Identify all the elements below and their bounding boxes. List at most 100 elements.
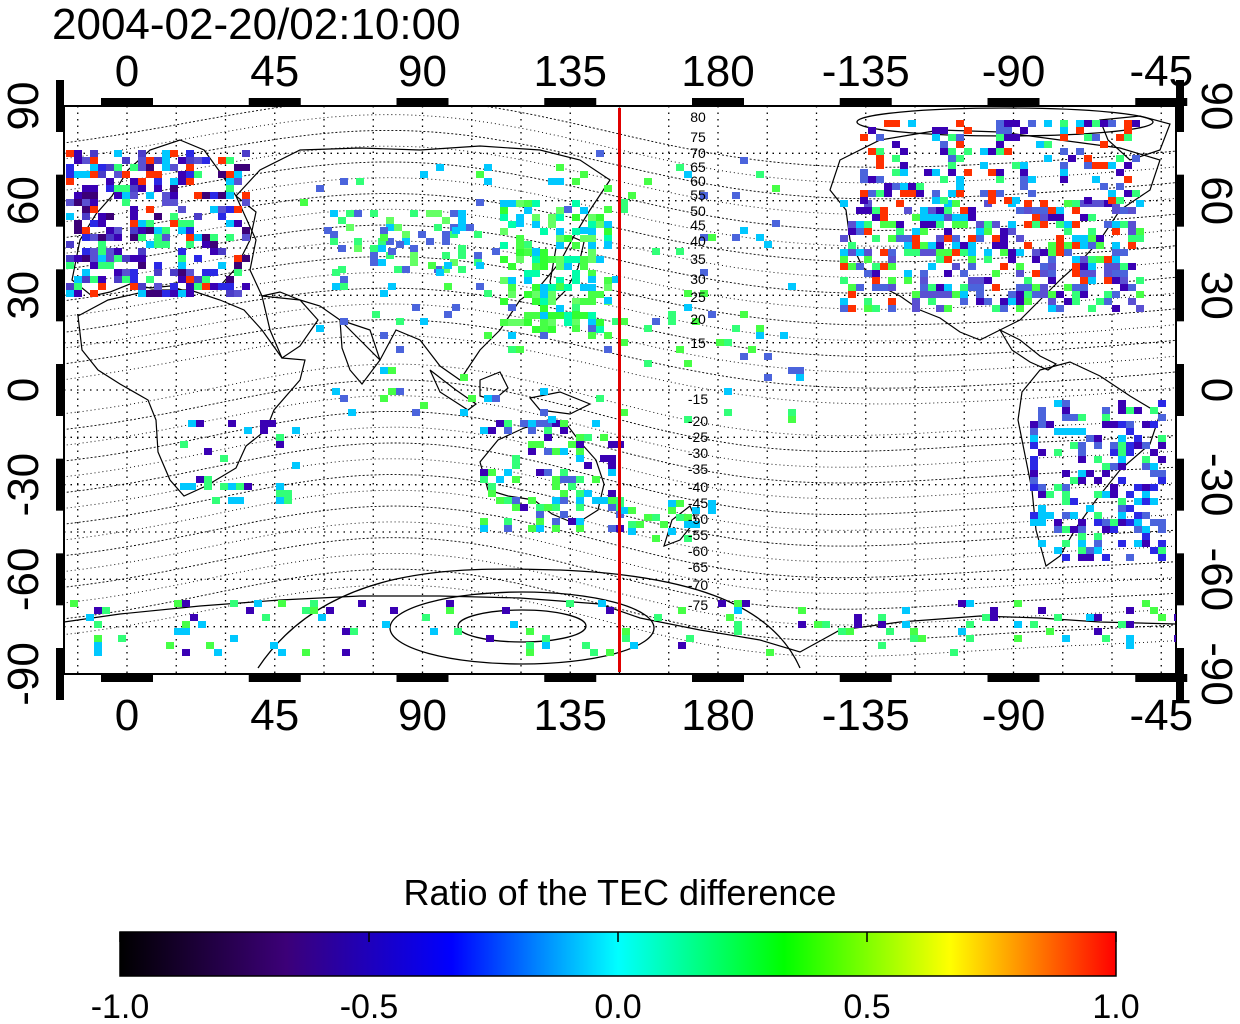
tec-cell (876, 176, 884, 183)
tec-cell (996, 120, 1004, 127)
tec-cell (106, 164, 114, 171)
tec-cell (968, 277, 976, 284)
tec-cell (960, 207, 968, 214)
tec-cell (560, 497, 568, 504)
tec-cell (1062, 400, 1070, 407)
south-pole-inner-oval (457, 609, 587, 643)
tec-cell (90, 290, 98, 297)
tec-cell (920, 221, 928, 228)
tec-cell (1054, 484, 1062, 491)
tec-cell (326, 607, 334, 614)
tec-cell (1136, 200, 1144, 207)
tec-cell (1134, 512, 1142, 519)
tec-cell (202, 157, 210, 164)
tec-cell (940, 176, 948, 183)
tec-cell (848, 249, 856, 256)
tec-cell (204, 448, 212, 455)
contour-label: 75 (690, 129, 706, 145)
tec-cell (114, 276, 122, 283)
tec-cell (146, 220, 154, 227)
tec-cell (210, 192, 218, 199)
tec-cell (996, 190, 1004, 197)
tec-cell (1124, 127, 1132, 134)
tec-cell (984, 249, 992, 256)
tec-cell (524, 200, 532, 207)
tec-cell (1014, 635, 1022, 642)
tec-cell (1110, 421, 1118, 428)
tec-cell (260, 420, 268, 427)
tec-cell (82, 192, 90, 199)
tec-cell (444, 311, 452, 318)
tec-cell (1048, 263, 1056, 270)
coastline-newzealand (663, 505, 697, 547)
tec-cell (1020, 183, 1028, 190)
tec-cell (980, 190, 988, 197)
tec-cell (888, 249, 896, 256)
tec-cell (386, 224, 394, 231)
tec-cell (170, 213, 178, 220)
tec-cell (676, 500, 684, 507)
tec-cell (234, 164, 242, 171)
tec-cell (822, 621, 830, 628)
tec-cell (74, 171, 82, 178)
contour-label: 65 (690, 159, 706, 175)
tec-cell (1016, 270, 1024, 277)
tec-cell (1128, 221, 1136, 228)
tec-cell (420, 402, 428, 409)
tec-cell (596, 326, 604, 333)
tec-cell (888, 277, 896, 284)
tec-cell (412, 409, 420, 416)
contour-line (64, 145, 1176, 216)
tec-cell (608, 497, 616, 504)
tec-cell (70, 600, 78, 607)
tec-cell (122, 269, 130, 276)
tec-cell (74, 192, 82, 199)
tec-cell (984, 221, 992, 228)
tec-cell (668, 507, 676, 514)
tec-cell (66, 199, 74, 206)
tec-cell (532, 298, 540, 305)
tec-cell (1118, 621, 1126, 628)
tec-cell (370, 245, 378, 252)
tec-cell (1038, 421, 1046, 428)
tec-cell (1086, 505, 1094, 512)
tec-cell (966, 635, 974, 642)
tec-cell (98, 241, 106, 248)
tec-cell (684, 304, 692, 311)
tec-cell (1110, 526, 1118, 533)
tec-cell (700, 269, 708, 276)
tec-cell (178, 171, 186, 178)
tec-cell (354, 238, 362, 245)
tec-cell (1000, 305, 1008, 312)
tec-cell (948, 162, 956, 169)
tec-cell (1118, 498, 1126, 505)
tec-cell (944, 249, 952, 256)
tec-cell (732, 234, 740, 241)
tec-cell (956, 120, 964, 127)
tec-cell (684, 290, 692, 297)
tec-cell (1078, 547, 1086, 554)
tec-cell (1108, 190, 1116, 197)
tec-cell (310, 600, 318, 607)
tec-cell (564, 256, 572, 263)
tec-cell (454, 628, 462, 635)
contour-label: -70 (688, 577, 708, 593)
tec-cell (536, 441, 544, 448)
tec-cell (242, 283, 250, 290)
tec-cell (210, 241, 218, 248)
tec-cell (880, 249, 888, 256)
tec-cell (1062, 498, 1070, 505)
tec-cell (1038, 449, 1046, 456)
tec-cell (1134, 526, 1142, 533)
tec-cell (864, 249, 872, 256)
tec-cell (1060, 148, 1068, 155)
tec-cell (170, 199, 178, 206)
tec-cell (1078, 442, 1086, 449)
tec-cell (202, 283, 210, 290)
tec-cell (178, 178, 186, 185)
tec-cell (1070, 442, 1078, 449)
tec-cell (1104, 270, 1112, 277)
tec-cell (548, 214, 556, 221)
tec-cell (228, 483, 236, 490)
tec-cell (966, 621, 974, 628)
